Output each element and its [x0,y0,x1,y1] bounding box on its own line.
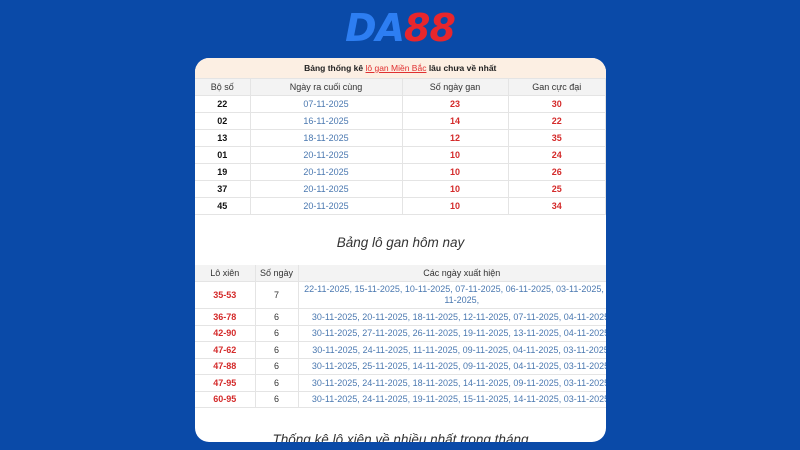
gan-cuc-dai: 22 [508,112,606,130]
lo-xien: 36-78 [195,308,256,326]
bo-so: 45 [195,197,251,215]
column-header: Các ngày xuất hiện [298,264,606,282]
appearance-dates: 30-11-2025, 24-11-2025, 19-11-2025, 15-1… [298,391,606,408]
so-ngay-gan: 14 [402,112,509,130]
gan-cuc-dai: 30 [508,95,606,113]
so-ngay: 6 [255,341,299,359]
table-row: 02 16-11-2025 14 22 [195,112,606,130]
last-date: 20-11-2025 [250,180,403,198]
lo-gan-table: Bảng thống kê lô gan Miền Bắc lâu chưa v… [195,58,606,215]
appearance-dates: 30-11-2025, 25-11-2025, 14-11-2025, 09-1… [298,358,606,375]
last-date: 18-11-2025 [250,129,403,147]
lo-xien: 60-95 [195,391,256,408]
so-ngay-gan: 10 [402,180,509,198]
gan-cuc-dai: 35 [508,129,606,147]
column-header: Bộ số [195,78,251,96]
lo-gan-link[interactable]: lô gan Miền Bắc [365,62,427,73]
bo-so: 22 [195,95,251,113]
so-ngay-gan: 10 [402,146,509,164]
lo-xien: 42-90 [195,325,256,342]
bo-so: 37 [195,180,251,198]
so-ngay: 6 [255,308,299,326]
caption-lo-gan: Bảng lô gan hôm nay [336,234,465,250]
table-row: 22 07-11-2025 23 30 [195,95,606,113]
table-row: 36-78 6 30-11-2025, 20-11-2025, 18-11-2025… [195,308,606,326]
table-row: 42-90 6 30-11-2025, 27-11-2025, 26-11-2025… [195,325,606,342]
column-header: Số ngày [255,264,299,282]
content-card: Bảng thống kê lô gan Miền Bắc lâu chưa v… [195,58,606,442]
column-header: Gan cực đại [508,78,606,96]
table-row: 13 18-11-2025 12 35 [195,129,606,147]
last-date: 20-11-2025 [250,146,403,164]
lo-xien: 35-53 [195,281,256,309]
table-title: Bảng thống kê lô gan Miền Bắc lâu chưa v… [195,58,606,79]
gan-cuc-dai: 25 [508,180,606,198]
column-header: Ngày ra cuối cùng [250,78,403,96]
table-row: 19 20-11-2025 10 26 [195,163,606,181]
table-row: 60-95 6 30-11-2025, 24-11-2025, 19-11-2025… [195,391,606,408]
gan-cuc-dai: 34 [508,197,606,215]
column-header: Số ngày gan [402,78,509,96]
table-row: 47-88 6 30-11-2025, 25-11-2025, 14-11-2025… [195,358,606,375]
last-date: 20-11-2025 [250,197,403,215]
last-date: 16-11-2025 [250,112,403,130]
so-ngay-gan: 12 [402,129,509,147]
appearance-dates: 22-11-2025, 15-11-2025, 10-11-2025, 07-1… [298,281,606,309]
last-date: 20-11-2025 [250,163,403,181]
so-ngay: 6 [255,325,299,342]
table-row: 37 20-11-2025 10 25 [195,180,606,198]
appearance-dates: 30-11-2025, 24-11-2025, 18-11-2025, 14-1… [298,374,606,392]
table-row: 47-95 6 30-11-2025, 24-11-2025, 18-11-2025… [195,374,606,392]
so-ngay-gan: 10 [402,163,509,181]
lo-xien: 47-95 [195,374,256,392]
gan-cuc-dai: 26 [508,163,606,181]
lo-xien: 47-88 [195,358,256,375]
so-ngay: 6 [255,358,299,375]
last-date: 07-11-2025 [250,95,403,113]
so-ngay-gan: 23 [402,95,509,113]
gan-cuc-dai: 24 [508,146,606,164]
table-row: 35-53 7 22-11-2025, 15-11-2025, 10-11-2025… [195,281,606,309]
bo-so: 19 [195,163,251,181]
table-row: 47-62 6 30-11-2025, 24-11-2025, 11-11-2025… [195,341,606,359]
bo-so: 13 [195,129,251,147]
so-ngay: 6 [255,391,299,408]
appearance-dates: 30-11-2025, 20-11-2025, 18-11-2025, 12-1… [298,308,606,326]
column-header: Lô xiên [195,264,256,282]
bo-so: 02 [195,112,251,130]
so-ngay: 6 [255,374,299,392]
table-row: 45 20-11-2025 10 34 [195,197,606,215]
caption-lo-xien: Thống kê lô xiên về nhiều nhất trong thá… [272,432,529,442]
so-ngay: 7 [255,281,299,309]
table-row: 01 20-11-2025 10 24 [195,146,606,164]
lo-xien: 47-62 [195,341,256,359]
lo-xien-table: Lô xiên Số ngày Các ngày xuất hiện 35-53 7 2… [195,264,606,409]
appearance-dates: 30-11-2025, 24-11-2025, 11-11-2025, 09-1… [298,341,606,359]
bo-so: 01 [195,146,251,164]
da88-logo: DA88 [345,6,456,50]
so-ngay-gan: 10 [402,197,509,215]
appearance-dates: 30-11-2025, 27-11-2025, 26-11-2025, 19-1… [298,325,606,342]
